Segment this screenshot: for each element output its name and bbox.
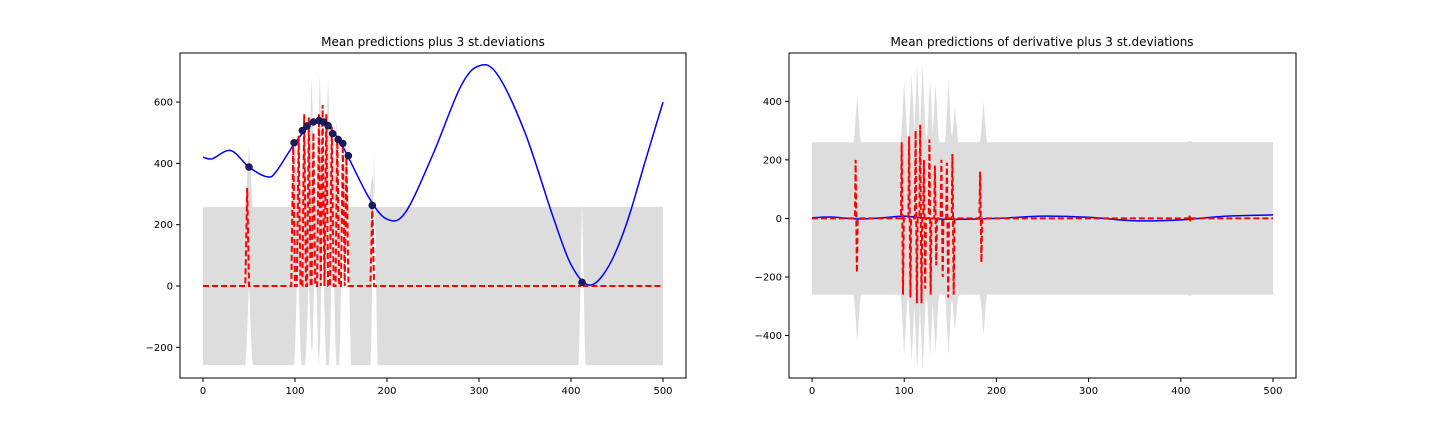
- confidence-band: [203, 74, 663, 366]
- y-tick-label: 200: [154, 220, 173, 231]
- observation-point: [324, 121, 332, 130]
- observation-point: [368, 201, 377, 210]
- plot-area: [202, 63, 664, 366]
- derivative-prediction-chart: Mean predictions of derivative plus 3 st…: [755, 35, 1297, 397]
- x-tick-label: 0: [200, 386, 206, 397]
- x-tick-label: 100: [285, 386, 304, 397]
- axes-frame: [788, 52, 1297, 379]
- mean-prediction-chart: Mean predictions plus 3 st.deviations 0 1…: [146, 35, 687, 397]
- x-tick-label: 500: [1263, 386, 1282, 397]
- y-tick-label: −200: [146, 343, 173, 354]
- y-tick-label: 400: [154, 159, 173, 170]
- x-tick-label: 0: [809, 386, 815, 397]
- x-tick-label: 200: [987, 386, 1006, 397]
- y-tick-label: 0: [776, 214, 782, 225]
- axes-frame: [179, 52, 687, 379]
- observation-point: [303, 122, 311, 130]
- y-tick-label: 0: [167, 282, 173, 293]
- y-tick-label: 200: [763, 155, 782, 166]
- std-curve: [812, 124, 1273, 304]
- std-curve: [203, 105, 663, 287]
- x-tick-label: 300: [469, 386, 488, 397]
- mean-curve: [202, 63, 664, 286]
- observation-point: [298, 126, 307, 135]
- plot-area: [811, 66, 1274, 371]
- y-tick-label: −400: [755, 331, 782, 342]
- observation-point: [344, 151, 353, 160]
- observation-point: [339, 139, 347, 148]
- y-tick-label: 400: [763, 97, 782, 108]
- x-tick-label: 400: [1171, 386, 1190, 397]
- observation-point: [328, 129, 337, 138]
- chart-title: Mean predictions plus 3 st.deviations: [321, 35, 545, 49]
- chart-title: Mean predictions of derivative plus 3 st…: [890, 35, 1193, 49]
- x-tick-label: 400: [561, 386, 580, 397]
- x-tick-label: 300: [1079, 386, 1098, 397]
- observation-point: [578, 278, 586, 287]
- y-tick-label: −200: [755, 272, 782, 283]
- y-tick-label: 600: [154, 98, 173, 109]
- x-tick-label: 100: [895, 386, 914, 397]
- observation-point: [290, 139, 298, 147]
- x-tick-label: 200: [377, 386, 396, 397]
- x-tick-label: 500: [653, 386, 672, 397]
- observation-point: [245, 163, 253, 171]
